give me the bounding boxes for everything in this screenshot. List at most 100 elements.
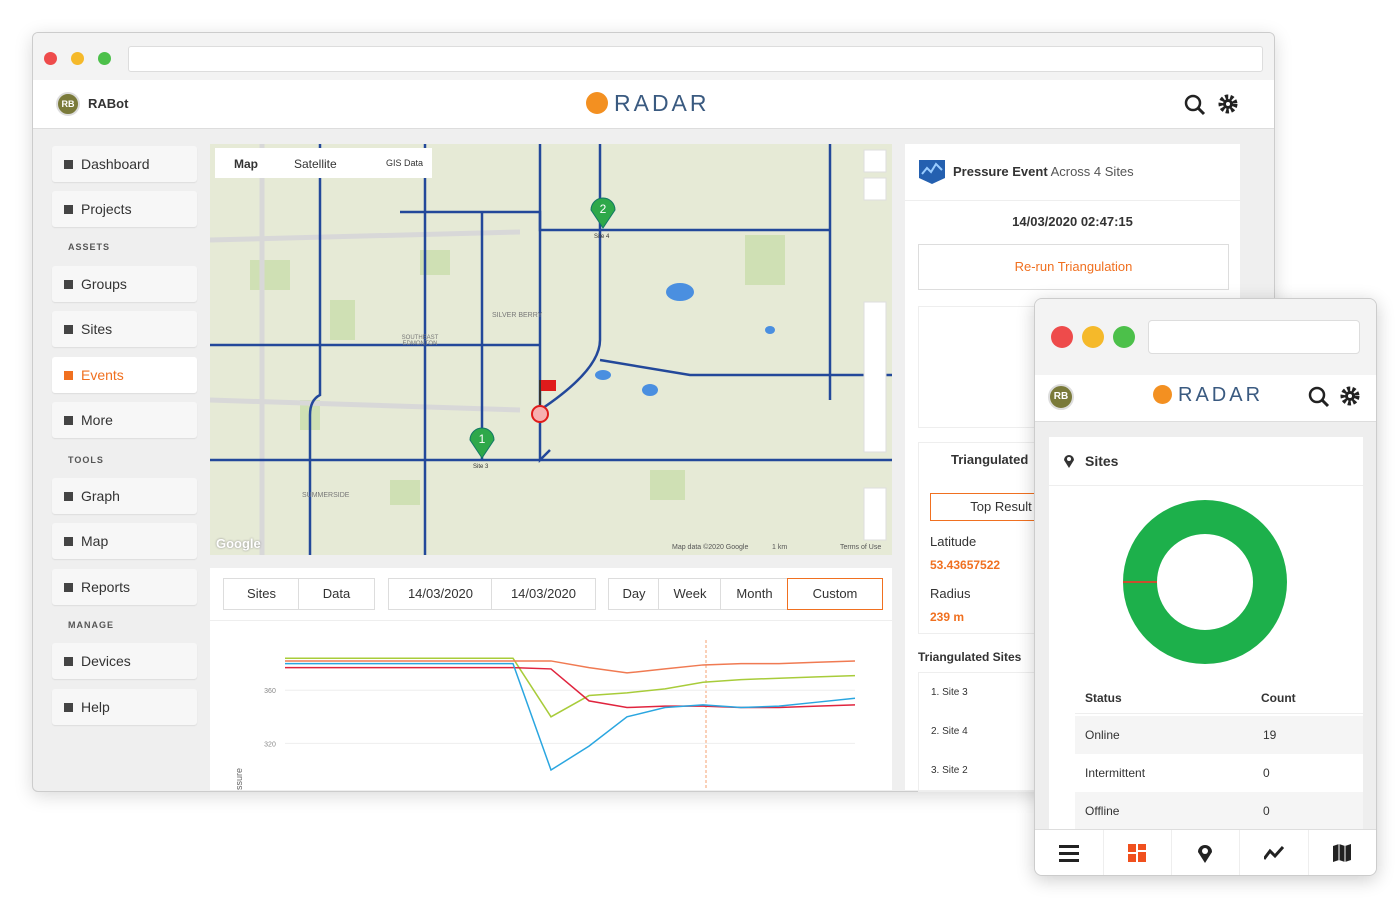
map-tab[interactable]: Map [234, 157, 258, 171]
date-input[interactable]: 14/03/2020 [388, 578, 493, 610]
nav-item[interactable]: Map [52, 523, 197, 559]
event-title-bold: Pressure Event [953, 164, 1048, 179]
nav-button[interactable] [1308, 830, 1376, 875]
pin-number: 2 [599, 202, 607, 216]
range-button[interactable]: Week [658, 578, 722, 610]
logo: RADAR [1153, 384, 1263, 407]
app-header: RB RABot RADAR [33, 80, 1274, 129]
nav-button[interactable] [1103, 830, 1173, 875]
radius-value: 239 m [930, 610, 965, 624]
map-terms[interactable]: Terms of Use [840, 544, 882, 551]
table-row: Offline 0 [1075, 792, 1363, 830]
event-time: 14/03/2020 02:47:15 [1012, 214, 1133, 229]
status-count: 0 [1263, 766, 1270, 780]
address-bar[interactable] [1148, 320, 1360, 354]
logo-text: RADAR [614, 90, 710, 116]
section-heading: Triangulated Sites [918, 650, 1022, 664]
logo-text: RADAR [1178, 384, 1264, 406]
nav-label: Graph [81, 488, 120, 504]
mobile-window: RB RADAR Sites Status Count Online 19 Interm… [1034, 298, 1377, 876]
range-button[interactable]: Day [608, 578, 660, 610]
nav-item[interactable]: More [52, 402, 197, 438]
nav-item[interactable]: Dashboard [52, 146, 197, 182]
radius-label: Radius [930, 586, 971, 601]
map-tab[interactable]: Satellite [294, 157, 337, 171]
map-brand: Google [216, 536, 261, 551]
avatar[interactable]: RB [1048, 384, 1074, 410]
series-line [285, 660, 856, 674]
nav-item[interactable]: Events [52, 357, 197, 393]
range-button[interactable]: Month [720, 578, 789, 610]
site-item: 3. Site 2 [931, 765, 968, 776]
nav-label: Help [81, 699, 110, 715]
nav-item[interactable]: Projects [52, 191, 197, 227]
map-scale: 1 km [772, 544, 788, 551]
place-label: SILVER BERRY [492, 312, 543, 319]
nav-label: Reports [81, 579, 131, 595]
maximize[interactable] [98, 52, 111, 65]
card-title: Sites [1085, 453, 1119, 469]
header-icons[interactable] [1183, 93, 1243, 117]
avatar[interactable]: RB [56, 92, 80, 116]
filter-tab[interactable]: Sites [223, 578, 300, 610]
pin-label: Site 4 [594, 234, 610, 240]
series-line [285, 662, 856, 772]
nav-label: More [81, 412, 113, 428]
pin-number: 1 [478, 432, 486, 446]
close[interactable] [1051, 326, 1073, 348]
status-name: Intermittent [1085, 766, 1146, 780]
user-name: RABot [88, 96, 129, 111]
map-attribution: Map data ©2020 Google [672, 544, 749, 551]
status-name: Offline [1085, 804, 1120, 818]
event-icon [919, 160, 945, 184]
nav-button[interactable] [1240, 830, 1309, 875]
event-title-rest: Across 4 Sites [1050, 164, 1134, 179]
nav-label: Dashboard [81, 156, 150, 172]
maximize[interactable] [1113, 326, 1135, 348]
minimize[interactable] [71, 52, 84, 65]
date-input[interactable]: 14/03/2020 [491, 578, 596, 610]
nav-label: Map [81, 533, 109, 549]
range-button[interactable]: Custom [787, 578, 883, 610]
title-bar [1035, 299, 1376, 376]
close[interactable] [44, 52, 57, 65]
series-line [285, 666, 856, 709]
nav-button[interactable] [1035, 830, 1104, 875]
nav-button[interactable] [1171, 830, 1241, 875]
place-label: SUMMERSIDE [302, 492, 350, 499]
sites-card: Sites Status Count Online 19 Intermittent 0 Of… [1049, 437, 1363, 830]
line-chart: 360 320 ssure [234, 640, 856, 790]
app-header: RB RADAR [1035, 375, 1376, 422]
map-tab[interactable]: GIS Data [386, 158, 424, 168]
latitude-label: Latitude [930, 534, 977, 549]
map [209, 144, 892, 555]
nav-item[interactable]: Sites [52, 311, 197, 347]
section-label: ASSETS [68, 242, 111, 252]
header-icons[interactable] [1307, 385, 1367, 409]
column-header: Count [1261, 691, 1296, 705]
table-row: Online 19 [1075, 716, 1363, 754]
nav-item[interactable]: Groups [52, 266, 197, 302]
filter-tab[interactable]: Data [298, 578, 375, 610]
table-header: Status Count [1075, 683, 1363, 714]
section-label: MANAGE [68, 620, 114, 630]
section-label: TOOLS [68, 455, 104, 465]
status-name: Online [1085, 728, 1120, 742]
y-tick-label: 360 [264, 688, 276, 695]
logo: RADAR [586, 90, 710, 117]
nav-label: Devices [81, 653, 131, 669]
nav-item[interactable]: Devices [52, 643, 197, 679]
minimize[interactable] [1082, 326, 1104, 348]
nav-item[interactable]: Reports [52, 569, 197, 605]
event-title: Pressure Event Across 4 Sites [953, 164, 1134, 179]
nav-label: Projects [81, 201, 132, 217]
status-count: 0 [1263, 804, 1270, 818]
latitude-value: 53.43657522 [930, 558, 1001, 572]
rerun-button[interactable]: Re-run Triangulation [918, 244, 1229, 290]
nav-item[interactable]: Help [52, 689, 197, 725]
bottom-nav [1035, 829, 1376, 875]
nav-item[interactable]: Graph [52, 478, 197, 514]
nav-label: Events [81, 367, 124, 383]
nav-label: Sites [81, 321, 113, 337]
address-bar[interactable] [128, 46, 1263, 72]
